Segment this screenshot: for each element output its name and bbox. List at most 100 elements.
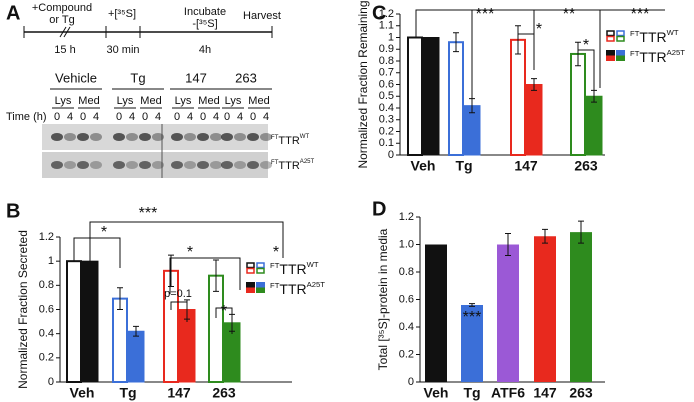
gel-band <box>51 133 63 141</box>
y-tick-label: 0 <box>48 376 54 388</box>
y-tick-label: 0.4 <box>399 321 414 333</box>
y-tick-label: 0.1 <box>379 137 394 149</box>
y-tick-label: 1 <box>388 31 394 43</box>
annotation: *** <box>476 6 495 23</box>
legend-swatch <box>616 55 625 61</box>
bar <box>570 232 592 382</box>
gel-band <box>126 133 138 141</box>
legend-swatch <box>606 55 615 61</box>
y-tick-label: 0.2 <box>39 352 54 364</box>
legend-swatch <box>606 50 615 56</box>
gel-band <box>90 133 102 141</box>
annotation: *** <box>139 205 158 222</box>
gel-band <box>197 133 209 141</box>
rich-label: FTTTRWT <box>630 28 679 45</box>
gel-band <box>247 161 259 169</box>
error-bar <box>531 78 537 91</box>
y-tick-label: 0.7 <box>379 67 394 79</box>
time: 4 <box>237 111 243 123</box>
significance-bracket <box>169 257 241 294</box>
label-prefix: FT <box>270 261 280 270</box>
label-suffix: WT <box>300 134 310 140</box>
fraction: Med <box>140 95 161 107</box>
time: 4 <box>129 111 135 123</box>
label-suffix: A25T <box>300 159 315 165</box>
error-bar <box>168 254 174 288</box>
y-tick-label: 0 <box>388 149 394 161</box>
legend-swatch <box>246 287 255 293</box>
bar <box>127 330 145 383</box>
x-tick-label: 147 <box>514 158 538 174</box>
gel-band <box>197 161 209 169</box>
error-bar <box>591 89 597 103</box>
x-tick-label: ATF6 <box>491 385 525 401</box>
bar <box>425 244 447 382</box>
gel-band <box>139 133 151 141</box>
bar <box>81 260 99 383</box>
significance-bracket <box>517 33 535 70</box>
time: 0 <box>200 111 206 123</box>
x-tick-label: Veh <box>424 385 449 401</box>
bar <box>534 236 556 382</box>
time: 0 <box>174 111 180 123</box>
time: 0 <box>116 111 122 123</box>
label-main: TTR <box>279 281 306 297</box>
legend-swatch <box>246 262 255 269</box>
y-tick-label: 0.8 <box>399 266 414 278</box>
y-tick-label: 0.4 <box>39 328 54 340</box>
significance-bracket <box>73 237 121 268</box>
significance-bracket <box>215 307 233 334</box>
legend-swatch <box>256 282 265 288</box>
duration: 15 h <box>54 44 75 56</box>
annotation: *** <box>463 309 482 326</box>
gel-band <box>234 161 246 169</box>
gel-band <box>221 161 233 169</box>
legend-swatch <box>606 35 615 42</box>
rich-label: FTTTRA25T <box>630 48 685 65</box>
bar <box>448 41 464 157</box>
gel-band <box>184 133 196 141</box>
condition: 263 <box>235 70 257 85</box>
legend-swatch <box>616 30 625 37</box>
legend-swatch <box>256 287 265 293</box>
label-suffix: WT <box>667 28 679 37</box>
legend-swatch <box>246 282 255 288</box>
x-tick-label: Tg <box>455 158 472 174</box>
x-tick-label: 147 <box>167 385 191 401</box>
timeline-break <box>59 26 67 38</box>
label-main: TTR <box>639 29 666 45</box>
y-tick-label: 0.6 <box>379 78 394 90</box>
bar <box>585 95 603 156</box>
x-tick-label: Tg <box>463 385 480 401</box>
legend-swatch <box>616 50 625 56</box>
legend-swatch <box>246 267 255 274</box>
y-axis-label: Total [³⁵S]-protein in media <box>376 228 390 370</box>
time: 4 <box>93 111 99 123</box>
fraction: Lys <box>175 95 192 107</box>
condition: Tg <box>130 70 145 85</box>
condition: 147 <box>185 70 207 85</box>
gel-band <box>90 161 102 169</box>
time: 4 <box>263 111 269 123</box>
error-bar <box>469 303 475 307</box>
bar <box>112 297 128 383</box>
gel-band <box>77 133 89 141</box>
annotation: * <box>273 244 279 261</box>
gel-band <box>152 161 164 169</box>
bar <box>497 244 519 382</box>
gel-band <box>139 161 151 169</box>
annotation: * <box>536 21 542 38</box>
bar <box>422 37 440 156</box>
gel-band <box>171 133 183 141</box>
gel-band <box>247 133 259 141</box>
y-tick-label: 0.4 <box>379 102 394 114</box>
annotation: *** <box>631 6 650 23</box>
x-tick-label: Veh <box>411 158 436 174</box>
label-main: TTR <box>279 261 306 277</box>
gel-band <box>210 133 222 141</box>
fraction: Lys <box>55 95 72 107</box>
label-main: TTR <box>278 160 299 172</box>
y-tick-label: 1.0 <box>399 238 414 250</box>
fraction: Lys <box>117 95 134 107</box>
y-tick-label: 1.2 <box>399 211 414 223</box>
